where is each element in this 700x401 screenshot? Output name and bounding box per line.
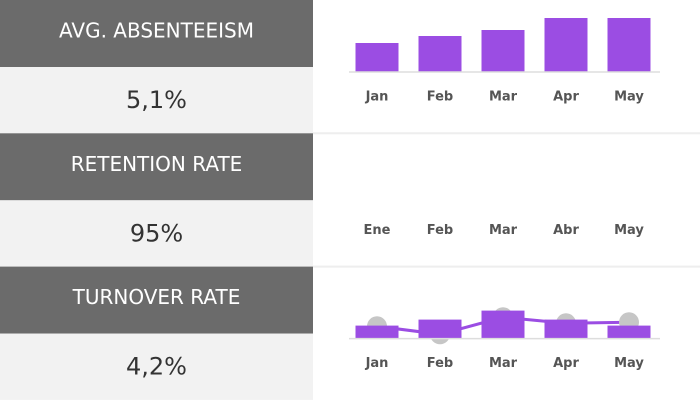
x-tick-label: Ene (364, 223, 391, 238)
x-tick-label: Apr (553, 356, 579, 371)
bar (544, 319, 588, 339)
bar (607, 18, 651, 72)
kpi-title: RETENTION RATE (71, 152, 243, 176)
x-tick-label: May (614, 356, 644, 371)
bar (418, 36, 462, 72)
x-tick-label: May (614, 90, 644, 105)
kpi-value: 5,1% (126, 86, 187, 114)
kpi-value-box (0, 333, 313, 400)
kpi-title: AVG. ABSENTEEISM (59, 19, 254, 43)
bar (481, 310, 525, 339)
x-tick-label: Feb (427, 90, 453, 105)
x-tick-label: Mar (489, 356, 518, 371)
x-tick-label: Jan (365, 356, 389, 371)
x-tick-label: May (614, 223, 644, 238)
bar (607, 325, 651, 339)
kpi-value: 4,2% (126, 353, 187, 381)
bar (355, 325, 399, 339)
kpi-value: 95% (130, 219, 183, 247)
bar (418, 319, 462, 339)
kpi-header (0, 266, 313, 334)
x-tick-label: Mar (489, 223, 518, 238)
kpi-header (0, 133, 313, 201)
x-tick-label: Jan (365, 90, 389, 105)
x-tick-label: Feb (427, 223, 453, 238)
x-tick-label: Feb (427, 356, 453, 371)
x-tick-label: Abr (553, 223, 579, 238)
kpi-value-box (0, 67, 313, 134)
x-tick-label: Apr (553, 90, 579, 105)
bar (481, 30, 525, 72)
kpi-value-box (0, 200, 313, 267)
bar (544, 18, 588, 72)
x-tick-label: Mar (489, 90, 518, 105)
bar (355, 43, 399, 72)
kpi-title: TURNOVER RATE (72, 285, 241, 309)
kpi-header (0, 0, 313, 67)
